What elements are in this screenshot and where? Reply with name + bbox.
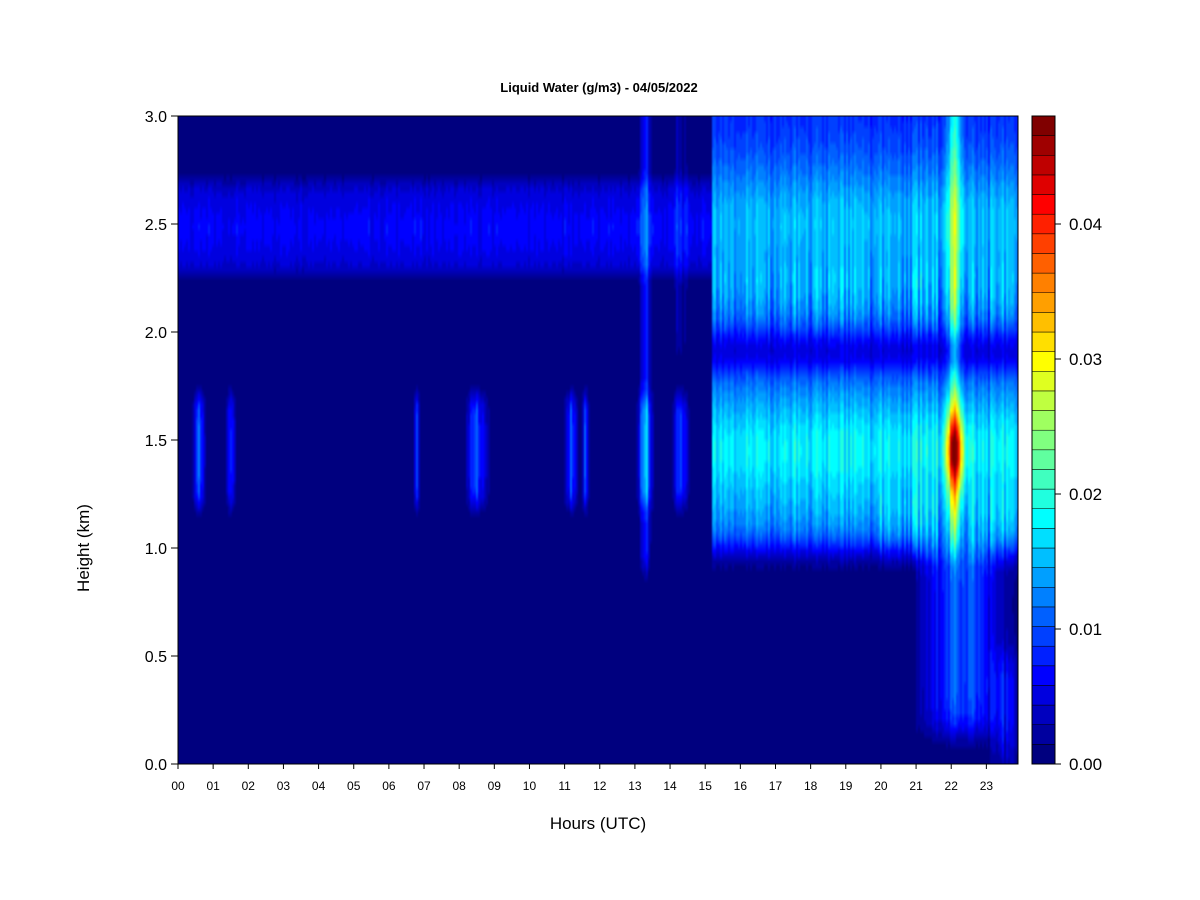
x-tick-label: 19 <box>839 779 853 793</box>
x-tick-label: 13 <box>628 779 642 793</box>
x-axis: 00 01 02 03 04 05 06 07 08 09 10 11 12 13 14 15 16 17 18 19… <box>171 764 993 793</box>
y-axis: 0.0 0.5 1.0 1.5 2.0 2.5 3.0 <box>145 109 178 774</box>
x-tick-label: 12 <box>593 779 607 793</box>
x-tick-label: 09 <box>488 779 502 793</box>
x-tick-label: 17 <box>769 779 783 793</box>
y-tick-label: 0.5 <box>145 649 167 666</box>
colorbar-tick-label: 0.00 <box>1069 755 1102 774</box>
chart-title: Liquid Water (g/m3) - 04/05/2022 <box>500 80 697 95</box>
colorbar-frame <box>1031 115 1056 765</box>
x-tick-label: 23 <box>980 779 994 793</box>
x-tick-label: 00 <box>171 779 185 793</box>
y-axis-label: Height (km) <box>74 504 93 592</box>
colorbar-swatch <box>1031 724 1056 745</box>
x-tick-label: 06 <box>382 779 396 793</box>
colorbar-swatch <box>1031 292 1056 313</box>
colorbar-swatch <box>1031 410 1056 431</box>
y-tick-label: 3.0 <box>145 109 167 126</box>
colorbar-swatch <box>1031 469 1056 490</box>
colorbar-swatch <box>1031 135 1056 156</box>
x-tick-label: 08 <box>452 779 466 793</box>
x-tick-label: 21 <box>909 779 923 793</box>
colorbar-tick-label: 0.01 <box>1069 620 1102 639</box>
colorbar-swatch <box>1031 390 1056 411</box>
colorbar-swatch <box>1031 744 1056 765</box>
colorbar-swatch <box>1031 312 1056 333</box>
x-tick-label: 15 <box>699 779 713 793</box>
colorbar-swatch <box>1031 488 1056 509</box>
colorbar-swatch <box>1031 547 1056 568</box>
colorbar-swatch <box>1031 213 1056 235</box>
x-tick-label: 04 <box>312 779 326 793</box>
colorbar-swatch <box>1031 429 1056 451</box>
colorbar-ticks: 0.00 0.01 0.02 0.03 0.04 <box>1055 215 1102 774</box>
colorbar-swatch <box>1031 351 1056 372</box>
heatmap-image <box>178 116 1018 764</box>
x-tick-label: 02 <box>242 779 256 793</box>
x-tick-label: 01 <box>206 779 220 793</box>
colorbar-swatch <box>1031 587 1056 608</box>
colorbar-swatch <box>1031 331 1056 352</box>
colorbar-swatch <box>1031 449 1056 470</box>
colorbar-swatch <box>1031 528 1056 549</box>
colorbar-swatch <box>1031 567 1056 588</box>
colorbar-swatch <box>1031 253 1056 274</box>
colorbar-swatch <box>1031 645 1056 667</box>
colorbar-swatch <box>1031 272 1056 293</box>
x-tick-label: 16 <box>734 779 748 793</box>
y-tick-label: 2.0 <box>145 325 167 342</box>
colorbar-swatch <box>1031 606 1056 627</box>
y-tick-label: 1.5 <box>145 433 167 450</box>
x-tick-label: 11 <box>558 779 571 793</box>
x-tick-label: 10 <box>523 779 537 793</box>
colorbar-swatch <box>1031 665 1056 686</box>
x-tick-label: 20 <box>874 779 888 793</box>
colorbar-tick-label: 0.03 <box>1069 350 1102 369</box>
x-axis-label: Hours (UTC) <box>550 814 646 833</box>
x-tick-label: 05 <box>347 779 361 793</box>
colorbar-swatch <box>1031 155 1056 176</box>
x-tick-label: 18 <box>804 779 818 793</box>
x-tick-label: 07 <box>417 779 431 793</box>
colorbar-swatch <box>1031 626 1056 647</box>
y-tick-label: 0.0 <box>145 757 167 774</box>
colorbar-tick-label: 0.02 <box>1069 485 1102 504</box>
x-tick-label: 03 <box>277 779 291 793</box>
colorbar <box>1031 115 1056 765</box>
colorbar-swatch <box>1031 233 1056 254</box>
colorbar-swatch <box>1031 174 1056 195</box>
colorbar-swatch <box>1031 704 1056 725</box>
x-tick-label: 14 <box>663 779 677 793</box>
colorbar-swatch <box>1031 685 1056 706</box>
colorbar-swatch <box>1031 371 1056 392</box>
x-tick-label: 22 <box>945 779 959 793</box>
colorbar-swatch <box>1031 194 1056 215</box>
colorbar-swatch <box>1031 508 1056 529</box>
heatmap-plot-area <box>178 116 1018 764</box>
colorbar-swatch <box>1031 115 1056 136</box>
colorbar-tick-label: 0.04 <box>1069 215 1102 234</box>
y-tick-label: 1.0 <box>145 541 167 558</box>
y-tick-label: 2.5 <box>145 217 167 234</box>
